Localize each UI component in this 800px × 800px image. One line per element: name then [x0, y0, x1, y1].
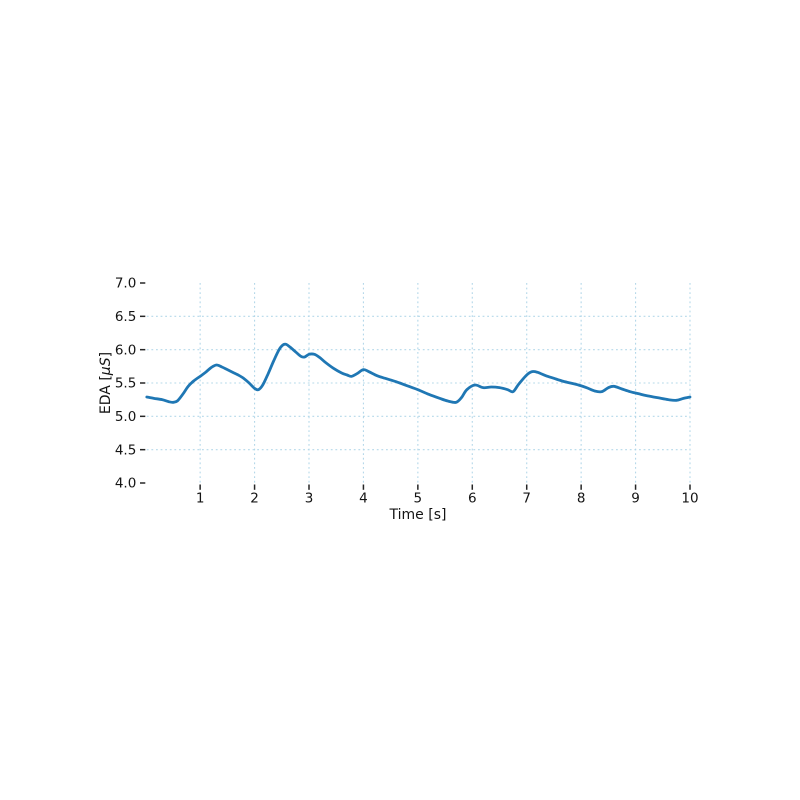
x-tick-label: 9 — [631, 491, 640, 507]
y-axis-label-prefix: EDA [ — [98, 375, 114, 414]
y-tick-label: 5.5 — [115, 376, 136, 392]
y-tick-label: 6.5 — [115, 309, 136, 325]
axis-ticks — [140, 282, 691, 490]
y-tick-label: 4.5 — [115, 442, 136, 458]
x-tick-label: 7 — [522, 491, 531, 507]
series-lines — [145, 342, 692, 404]
x-axis-label: Time [s] — [389, 507, 447, 523]
x-tick-label: 8 — [577, 491, 586, 507]
x-tick-label: 1 — [196, 491, 205, 507]
x-tick-label: 10 — [681, 491, 698, 507]
x-tick-label: 4 — [359, 491, 368, 507]
x-tick-label: 2 — [250, 491, 259, 507]
grid — [146, 283, 691, 483]
y-tick-label: 6.0 — [115, 342, 136, 358]
axis-tick-labels: 4.0 4.5 5.0 5.5 6.0 6.5 7.0 1 2 3 4 5 6 7 8 9 10 — [115, 276, 699, 507]
eda-signal-line — [145, 342, 692, 404]
x-tick-label: 3 — [305, 491, 314, 507]
x-tick-label: 6 — [468, 491, 477, 507]
y-tick-label: 5.0 — [115, 409, 136, 425]
y-axis-label-math: μS — [98, 357, 114, 376]
y-axis-label: EDA [μS] — [98, 352, 114, 414]
y-tick-label: 4.0 — [115, 476, 136, 492]
y-tick-label: 7.0 — [115, 276, 136, 292]
y-axis-label-suffix: ] — [98, 352, 114, 357]
x-tick-label: 5 — [414, 491, 423, 507]
